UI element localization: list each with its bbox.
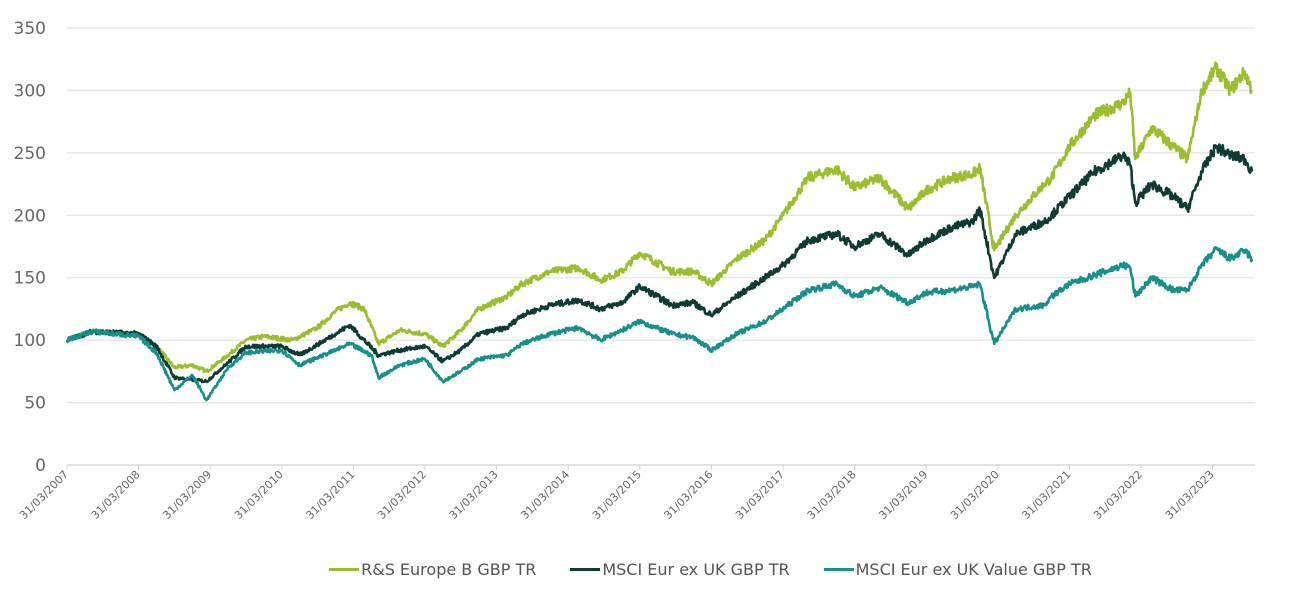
y-tick-label: 100 bbox=[14, 331, 46, 351]
x-tick-label: 31/03/2017 bbox=[733, 468, 787, 522]
x-tick-label: 31/03/2014 bbox=[518, 468, 572, 522]
x-tick-label: 31/03/2007 bbox=[17, 468, 71, 522]
x-tick-label: 31/03/2009 bbox=[160, 468, 214, 522]
x-tick-label: 31/03/2020 bbox=[948, 468, 1002, 522]
x-tick-label: 31/03/2010 bbox=[232, 468, 286, 522]
x-tick-label: 31/03/2012 bbox=[375, 468, 429, 522]
legend-item-rs-europe: R&S Europe B GBP TR bbox=[329, 560, 536, 579]
legend-swatch bbox=[823, 568, 854, 571]
y-tick-label: 300 bbox=[14, 81, 46, 101]
x-axis: 31/03/2007 31/03/2008 31/03/2009 31/03/2010… bbox=[17, 465, 1217, 522]
legend-swatch bbox=[329, 568, 360, 571]
legend-swatch bbox=[570, 568, 601, 571]
series-line-0 bbox=[65, 61, 1253, 374]
y-tick-label: 50 bbox=[24, 394, 46, 414]
gridlines bbox=[67, 27, 1255, 466]
y-tick-label: 200 bbox=[14, 206, 46, 226]
legend-label: R&S Europe B GBP TR bbox=[361, 560, 537, 579]
legend-item-msci: MSCI Eur ex UK GBP TR bbox=[570, 560, 790, 579]
y-tick-label: 350 bbox=[14, 19, 46, 39]
y-axis: 0 50 100 150 200 250 300 350 bbox=[14, 19, 46, 476]
y-tick-label: 0 bbox=[35, 456, 46, 476]
x-tick-label: 31/03/2022 bbox=[1091, 468, 1145, 522]
legend-label: MSCI Eur ex UK GBP TR bbox=[602, 560, 790, 579]
legend-item-msci-value: MSCI Eur ex UK Value GBP TR bbox=[823, 560, 1092, 579]
x-tick-label: 31/03/2013 bbox=[447, 468, 501, 522]
legend: R&S Europe B GBP TR MSCI Eur ex UK GBP T… bbox=[0, 560, 1291, 579]
x-tick-label: 31/03/2016 bbox=[661, 468, 715, 522]
legend-label: MSCI Eur ex UK Value GBP TR bbox=[855, 560, 1092, 579]
series-line-2 bbox=[65, 246, 1254, 402]
x-tick-label: 31/03/2015 bbox=[590, 468, 644, 522]
y-tick-label: 150 bbox=[14, 269, 46, 289]
series-lines bbox=[65, 61, 1254, 402]
series-line-1 bbox=[65, 143, 1254, 384]
x-tick-label: 31/03/2019 bbox=[876, 468, 930, 522]
x-tick-label: 31/03/2018 bbox=[805, 468, 859, 522]
x-tick-label: 31/03/2023 bbox=[1163, 468, 1217, 522]
x-tick-label: 31/03/2021 bbox=[1019, 468, 1073, 522]
x-tick-label: 31/03/2011 bbox=[303, 468, 357, 522]
y-tick-label: 250 bbox=[14, 144, 46, 164]
x-tick-label: 31/03/2008 bbox=[89, 468, 143, 522]
